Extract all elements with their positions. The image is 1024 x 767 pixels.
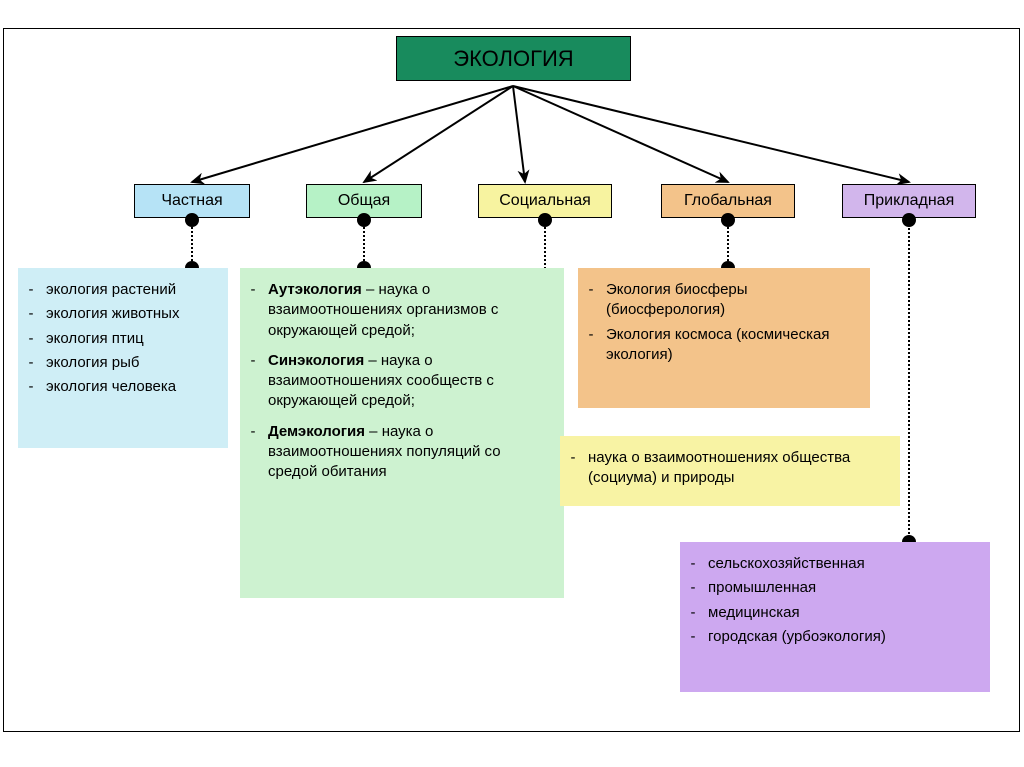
connector-line-applied: [908, 220, 910, 542]
panel-private-item: экология птиц: [46, 329, 218, 349]
panel-general-text: – наука о: [365, 423, 433, 440]
panel-applied-item: медицинская: [708, 603, 980, 623]
panel-social: наука о взаимоотношениях общества (социу…: [560, 436, 900, 506]
panel-global-item: Экология биосферы (биосферология): [606, 280, 860, 321]
panel-general: Аутэкология – наука о взаимоотношениях о…: [240, 268, 564, 598]
connector-dot-top-applied: [902, 213, 916, 227]
panel-private-item: экология животных: [46, 304, 218, 324]
panel-general-term: Аутэкология: [268, 281, 362, 298]
connector-dot-top-global: [721, 213, 735, 227]
connector-dot-top-social: [538, 213, 552, 227]
panel-private-item: экология рыб: [46, 353, 218, 373]
panel-general-item: Аутэкология – наука о взаимоотношениях о…: [268, 280, 554, 341]
panel-general-item: Синэкология – наука о взаимоотношениях с…: [268, 351, 554, 412]
panel-social-item: наука о взаимоотношениях общества (социу…: [588, 448, 890, 489]
panel-private-item: экология растений: [46, 280, 218, 300]
panel-general-text: взаимоотношениях сообществ с окружающей …: [268, 372, 494, 409]
panel-applied: сельскохозяйственная промышленная медицинс…: [680, 542, 990, 692]
panel-general-term: Синэкология: [268, 352, 364, 369]
panel-general-text: – наука о: [364, 352, 432, 369]
panel-private: экология растений экология животных эколог…: [18, 268, 228, 448]
panel-global-item: Экология космоса (космическая экология): [606, 325, 860, 366]
root-node-ecology: ЭКОЛОГИЯ: [396, 36, 631, 81]
root-label: ЭКОЛОГИЯ: [397, 37, 630, 80]
panel-general-term: Демэкология: [268, 423, 365, 440]
panel-general-item: Демэкология – наука о взаимоотношениях п…: [268, 422, 554, 483]
panel-applied-item: промышленная: [708, 578, 980, 598]
panel-global: Экология биосферы (биосферология)Экологи…: [578, 268, 870, 408]
panel-private-item: экология человека: [46, 377, 218, 397]
connector-dot-top-general: [357, 213, 371, 227]
panel-general-text: – наука: [362, 281, 418, 298]
connector-dot-top-private: [185, 213, 199, 227]
panel-applied-item: городская (урбоэкология): [708, 627, 980, 647]
panel-applied-item: сельскохозяйственная: [708, 554, 980, 574]
diagram-stage: ЭКОЛОГИЯ ЧастнаяОбщаяСоциальнаяГлобальна…: [0, 0, 1024, 767]
panel-general-text: взаимоотношениях популяций со средой оби…: [268, 443, 501, 480]
